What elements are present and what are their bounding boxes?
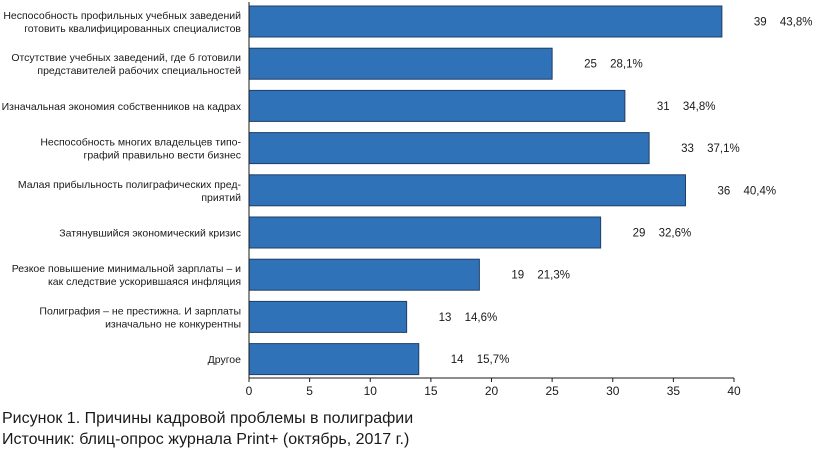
count-label: 33 [681, 143, 694, 155]
category-label: Другое [208, 354, 242, 366]
category-label-line: как следствие ускорившаяся инфляция [48, 276, 241, 288]
source-line: Источник: блиц-опрос журнала Print+ (окт… [2, 429, 822, 450]
category-label: Полиграфия – не престижна. И зарплаты изн… [39, 305, 241, 330]
x-axis: 0 5 10 15 20 25 30 35 40 [246, 2, 741, 398]
percent-label: 21,3% [537, 270, 570, 282]
percent-label: 28,1% [610, 59, 643, 71]
x-tick-label: 10 [364, 384, 378, 398]
x-tick-label: 35 [667, 384, 681, 398]
percent-label: 15,7% [477, 354, 510, 366]
category-label-line: Затянувшийся экономический кризис [59, 228, 241, 240]
percent-label: 34,8% [683, 101, 716, 113]
count-label: 36 [718, 185, 731, 197]
value-labels: 39 43,8% 25 28,1% 31 34,8% 33 37,1% 36 40,4% 29 32,… [439, 17, 813, 367]
category-label: Затянувшийся экономический кризис [59, 228, 241, 240]
category-labels: Неспособность профильных учебных заведен… [2, 10, 242, 366]
category-label-line: Другое [208, 354, 242, 366]
category-label-line: готовить квалифицированных специалистов [24, 23, 241, 35]
count-label: 31 [657, 101, 670, 113]
category-label-line: приятий [201, 192, 241, 204]
category-label: Малая прибыльность полиграфических пред-… [18, 179, 242, 204]
category-label-line: Резкое повышение минимальной зарплаты – … [12, 263, 241, 275]
category-label: Неспособность многих владельцев типо-гра… [40, 137, 241, 162]
count-label: 39 [754, 17, 767, 29]
category-label: Неспособность профильных учебных заведен… [3, 10, 241, 35]
category-label-line: Полиграфия – не престижна. И зарплаты [39, 305, 241, 317]
figure-caption: Рисунок 1. Причины кадровой проблемы в п… [2, 408, 822, 450]
category-label-line: представителей рабочих специальностей [37, 65, 241, 77]
bar [248, 258, 480, 291]
percent-label: 37,1% [707, 143, 740, 155]
x-tick-label: 5 [306, 384, 313, 398]
count-label: 25 [584, 59, 597, 71]
category-label-line: Изначальная экономия собственников на ка… [2, 101, 242, 113]
bar [248, 216, 602, 249]
percent-label: 14,6% [465, 312, 498, 324]
category-label-line: Малая прибыльность полиграфических пред- [18, 179, 242, 191]
figure-title-line: Рисунок 1. Причины кадровой проблемы в п… [2, 408, 822, 429]
category-label-line: Неспособность профильных учебных заведен… [3, 10, 241, 22]
x-tick-label: 0 [246, 384, 253, 398]
bar [248, 132, 650, 165]
x-tick-label: 25 [545, 384, 559, 398]
percent-label: 43,8% [780, 17, 813, 29]
x-tick-label: 20 [485, 384, 499, 398]
source-label: Источник: [2, 431, 75, 448]
x-tick-label: 40 [727, 384, 741, 398]
figure-number: Рисунок 1. [2, 410, 81, 427]
count-label: 14 [451, 354, 464, 366]
x-tick-label: 15 [424, 384, 438, 398]
category-label: Резкое повышение минимальной зарплаты – … [12, 263, 241, 288]
count-label: 13 [439, 312, 452, 324]
count-label: 19 [511, 270, 524, 282]
bar-chart: Неспособность профильных учебных заведен… [2, 2, 813, 398]
category-label: Изначальная экономия собственников на ка… [2, 101, 242, 113]
bar [248, 47, 553, 80]
category-label-line: Неспособность многих владельцев типо- [40, 137, 241, 149]
category-label: Отсутствие учебных заведений, где б гото… [11, 52, 241, 77]
bar [248, 300, 408, 333]
category-label-line: изначально не конкурентны [105, 318, 241, 330]
percent-label: 40,4% [744, 185, 777, 197]
percent-label: 32,6% [659, 228, 692, 240]
bar [248, 5, 723, 38]
count-label: 29 [633, 228, 646, 240]
bar [248, 89, 626, 122]
bar [248, 343, 420, 376]
bars [248, 5, 723, 376]
category-label-line: графий правильно вести бизнес [84, 150, 241, 162]
source-text: блиц-опрос журнала Print+ (октябрь, 2017… [74, 431, 410, 448]
x-tick-label: 30 [606, 384, 620, 398]
category-label-line: Отсутствие учебных заведений, где б гото… [11, 52, 241, 64]
figure-title: Причины кадровой проблемы в полиграфии [80, 410, 414, 427]
bar [248, 174, 686, 207]
